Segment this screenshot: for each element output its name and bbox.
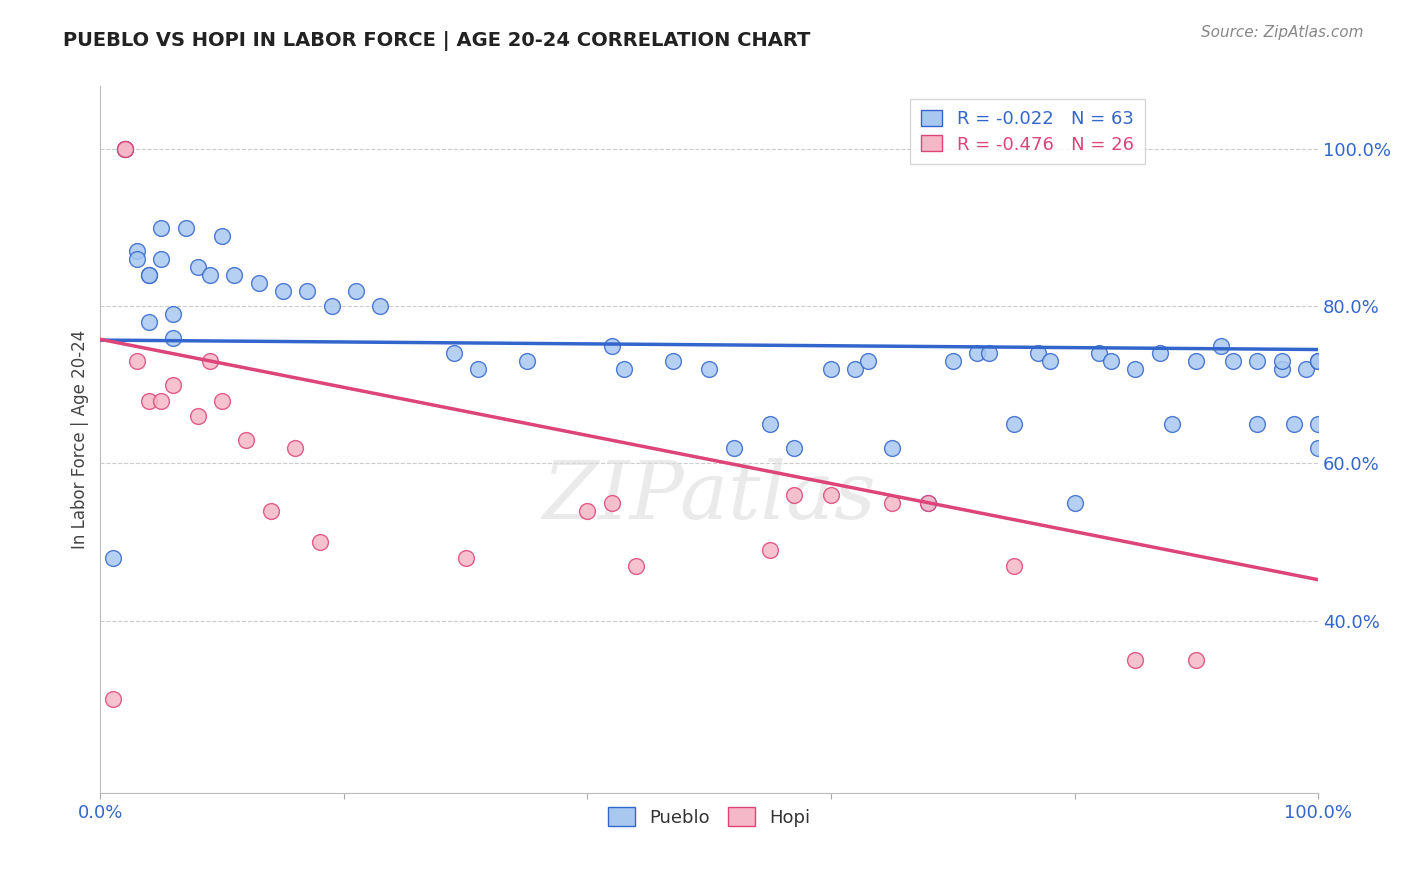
Point xyxy=(1039,354,1062,368)
Point xyxy=(1002,417,1025,431)
Point xyxy=(942,354,965,368)
Point xyxy=(1282,417,1305,431)
Point xyxy=(1246,354,1268,368)
Point xyxy=(1295,362,1317,376)
Point xyxy=(454,550,477,565)
Point xyxy=(162,331,184,345)
Point xyxy=(1271,354,1294,368)
Point xyxy=(600,496,623,510)
Point xyxy=(1308,441,1330,455)
Y-axis label: In Labor Force | Age 20-24: In Labor Force | Age 20-24 xyxy=(72,330,89,549)
Point xyxy=(516,354,538,368)
Point xyxy=(125,354,148,368)
Point xyxy=(101,550,124,565)
Point xyxy=(723,441,745,455)
Point xyxy=(125,244,148,259)
Point xyxy=(344,284,367,298)
Point xyxy=(211,393,233,408)
Point xyxy=(1185,653,1208,667)
Point xyxy=(198,354,221,368)
Point xyxy=(820,362,842,376)
Point xyxy=(979,346,1001,360)
Point xyxy=(624,558,647,573)
Point xyxy=(820,488,842,502)
Point xyxy=(1246,417,1268,431)
Point xyxy=(187,260,209,274)
Point xyxy=(844,362,866,376)
Point xyxy=(308,535,330,549)
Point xyxy=(1063,496,1085,510)
Point xyxy=(1271,362,1294,376)
Point xyxy=(613,362,636,376)
Point xyxy=(880,496,903,510)
Point xyxy=(917,496,939,510)
Point xyxy=(138,393,160,408)
Point xyxy=(114,142,136,156)
Point xyxy=(150,220,173,235)
Point xyxy=(966,346,988,360)
Point xyxy=(174,220,197,235)
Point xyxy=(856,354,879,368)
Point xyxy=(162,307,184,321)
Text: Source: ZipAtlas.com: Source: ZipAtlas.com xyxy=(1201,25,1364,40)
Point xyxy=(661,354,683,368)
Text: ZIPatlas: ZIPatlas xyxy=(543,458,876,535)
Point xyxy=(284,441,307,455)
Point xyxy=(1308,417,1330,431)
Point xyxy=(101,692,124,706)
Point xyxy=(783,488,806,502)
Point xyxy=(198,268,221,282)
Point xyxy=(125,252,148,267)
Point xyxy=(1161,417,1184,431)
Point xyxy=(1099,354,1122,368)
Point xyxy=(321,299,343,313)
Point xyxy=(1222,354,1244,368)
Point xyxy=(576,503,599,517)
Point xyxy=(162,377,184,392)
Point xyxy=(150,393,173,408)
Point xyxy=(759,542,782,557)
Point xyxy=(1308,354,1330,368)
Point xyxy=(224,268,246,282)
Point xyxy=(187,409,209,424)
Point xyxy=(1125,362,1147,376)
Point xyxy=(138,268,160,282)
Text: PUEBLO VS HOPI IN LABOR FORCE | AGE 20-24 CORRELATION CHART: PUEBLO VS HOPI IN LABOR FORCE | AGE 20-2… xyxy=(63,31,811,51)
Point xyxy=(211,228,233,243)
Point xyxy=(783,441,806,455)
Point xyxy=(114,142,136,156)
Point xyxy=(138,315,160,329)
Legend: Pueblo, Hopi: Pueblo, Hopi xyxy=(600,800,818,834)
Point xyxy=(1125,653,1147,667)
Point xyxy=(1026,346,1049,360)
Point xyxy=(917,496,939,510)
Point xyxy=(1088,346,1111,360)
Point xyxy=(150,252,173,267)
Point xyxy=(759,417,782,431)
Point xyxy=(235,433,257,447)
Point xyxy=(443,346,465,360)
Point xyxy=(1209,338,1232,352)
Point xyxy=(271,284,294,298)
Point xyxy=(1149,346,1171,360)
Point xyxy=(370,299,392,313)
Point xyxy=(1308,354,1330,368)
Point xyxy=(297,284,319,298)
Point xyxy=(114,142,136,156)
Point xyxy=(247,276,270,290)
Point xyxy=(114,142,136,156)
Point xyxy=(880,441,903,455)
Point xyxy=(138,268,160,282)
Point xyxy=(467,362,489,376)
Point xyxy=(1002,558,1025,573)
Point xyxy=(260,503,283,517)
Point xyxy=(1185,354,1208,368)
Point xyxy=(697,362,720,376)
Point xyxy=(600,338,623,352)
